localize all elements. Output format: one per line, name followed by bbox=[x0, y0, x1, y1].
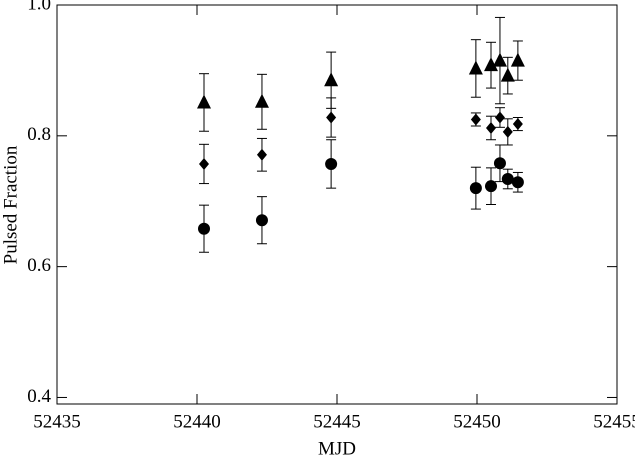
point bbox=[510, 52, 525, 67]
point bbox=[500, 67, 515, 82]
point bbox=[502, 125, 513, 138]
point bbox=[470, 113, 481, 126]
point bbox=[494, 111, 505, 124]
point bbox=[324, 72, 339, 87]
y-tick-label: 0.4 bbox=[27, 386, 51, 407]
y-axis-label: Pulsed Fraction bbox=[0, 145, 21, 264]
point bbox=[486, 121, 496, 134]
point bbox=[493, 157, 506, 170]
y-tick-label: 1.0 bbox=[27, 0, 51, 14]
point bbox=[484, 57, 498, 72]
x-tick-label: 52450 bbox=[453, 411, 501, 432]
x-tick-label: 52455 bbox=[593, 411, 635, 432]
point bbox=[255, 214, 268, 227]
point bbox=[256, 148, 267, 161]
y-tick-label: 0.6 bbox=[27, 255, 51, 276]
point bbox=[325, 157, 338, 170]
point bbox=[197, 94, 211, 109]
x-tick-label: 52435 bbox=[33, 411, 81, 432]
x-axis-label: MJD bbox=[318, 438, 356, 459]
point bbox=[485, 180, 497, 193]
point bbox=[511, 176, 524, 189]
point bbox=[254, 93, 269, 108]
x-tick-label: 52440 bbox=[173, 411, 221, 432]
point bbox=[469, 182, 482, 195]
point bbox=[198, 222, 210, 235]
point bbox=[492, 52, 507, 67]
point bbox=[468, 60, 483, 75]
x-tick-label: 52445 bbox=[313, 411, 361, 432]
plot-frame bbox=[56, 4, 618, 405]
point bbox=[501, 172, 514, 185]
point bbox=[512, 118, 523, 131]
point bbox=[326, 111, 337, 124]
point bbox=[199, 157, 209, 170]
y-tick-label: 0.8 bbox=[27, 124, 51, 145]
